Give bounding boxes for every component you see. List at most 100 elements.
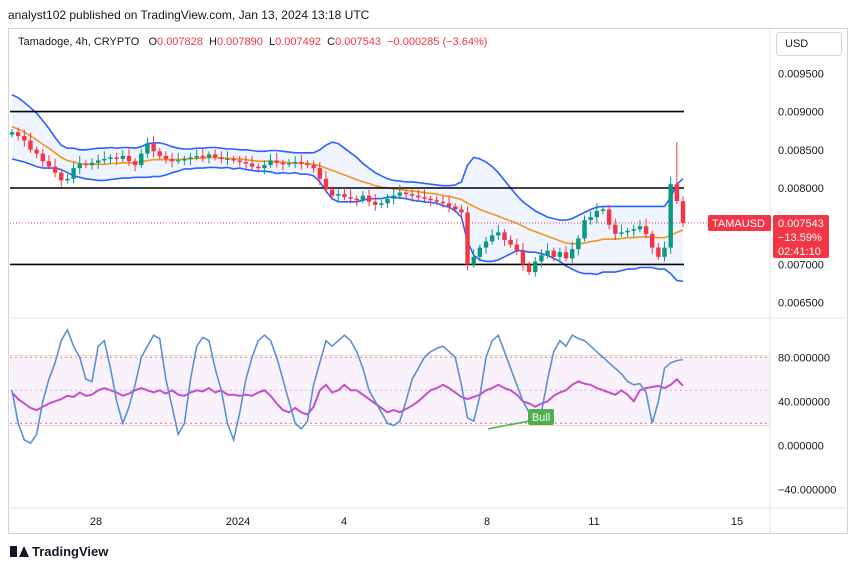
candle-body [545,250,550,256]
candle-body [588,217,593,221]
candle-body [360,195,366,201]
candle-body [662,247,667,257]
candle-body [533,261,538,273]
candle-body [379,203,384,205]
candle-body [59,172,64,181]
candle-body [9,132,15,135]
candle-body [188,157,193,159]
candle-body [299,162,304,164]
candle-body [477,247,483,257]
candle-body [22,136,27,141]
candle-body [680,201,686,223]
legend-close-label: C [327,36,336,48]
candle-body [274,160,279,163]
candle-body [292,162,298,164]
candle-body [286,163,292,165]
candle-body [342,194,347,198]
candle-body [520,250,526,265]
candle-body [212,154,218,158]
legend-high-value: 0.007890 [216,36,263,48]
candle-body [613,224,618,234]
candle-body [409,194,415,196]
candle-body [305,163,310,166]
candle-body [256,166,261,169]
candle-body [169,158,175,162]
candle-body [569,249,575,259]
stoch-axis-label: 80.000000 [778,352,830,364]
candle-body [428,198,433,201]
stoch-d-line [11,377,684,416]
candle-body [619,232,624,234]
candle-body [434,200,439,202]
candle-body [422,197,427,199]
candle-body [311,165,316,169]
candle-body [606,209,612,225]
candle-body [268,160,273,166]
price-tag-box [773,214,829,258]
candle-body [508,240,513,245]
price-axis-label: 0.006500 [778,298,824,310]
candle-body [416,195,421,198]
candle-body [366,195,372,202]
legend-close-value: 0.007543 [335,36,381,48]
time-axis-label: 4 [341,516,347,528]
bull-label-bg [528,409,554,425]
candle-body [650,233,655,248]
candle-body [453,206,458,210]
time-axis-label: 8 [484,516,490,528]
tradingview-logo[interactable]: TradingView [10,544,108,559]
candle-body [459,209,464,213]
candle-body [34,149,39,154]
candle-body [576,238,581,250]
candle-body [200,155,206,158]
candle-body [385,198,390,204]
price-axis-label: 0.008500 [778,145,824,157]
candle-body [176,160,181,162]
candle-body [46,161,52,167]
candle-body [102,158,107,161]
price-axis-label: 0.007000 [778,259,824,271]
candle-body [403,192,409,195]
candle-body [539,255,544,262]
bollinger-upper-line [11,93,684,221]
candle-body [182,158,187,161]
price-axis-label: 0.008000 [778,183,824,195]
stoch-axis-label: 0.000000 [778,440,824,452]
candle-body [194,155,199,158]
candle-body [594,210,600,218]
bollinger-lower-line [11,158,684,283]
candle-body [95,160,101,163]
candle-body [40,153,45,162]
chart-frame [8,28,848,534]
candle-body [483,241,489,248]
price-axis-label: 0.009500 [778,68,824,80]
candle-body [582,220,587,239]
candle-body [656,247,661,257]
candle-body [15,132,21,136]
candle-body [65,178,70,181]
time-axis-label: 15 [731,516,743,528]
price-axis-label: 0.009000 [778,107,824,119]
candle-body [163,155,169,159]
currency-button[interactable]: USD [776,32,842,56]
candle-body [354,198,359,201]
candle-body [52,166,58,173]
candle-body [631,229,636,231]
candle-body [206,154,212,158]
candle-body [600,209,606,211]
candle-body [514,244,519,251]
legend-open-label: O [148,36,158,48]
candle-body [637,226,643,230]
candle-body [237,160,242,162]
stoch-k-line [11,327,684,445]
candle-body [139,153,144,166]
stoch-axis-label: 40.000000 [778,396,830,408]
price-tag-symbol-bg [708,214,771,231]
candle-body [440,201,446,204]
footer-brand: TradingView [32,544,109,559]
candle-body [151,143,156,152]
candle-body [120,155,126,159]
bull-label: Bull [532,412,550,424]
legend-low-label: L [269,36,276,48]
candle-body [83,163,89,166]
